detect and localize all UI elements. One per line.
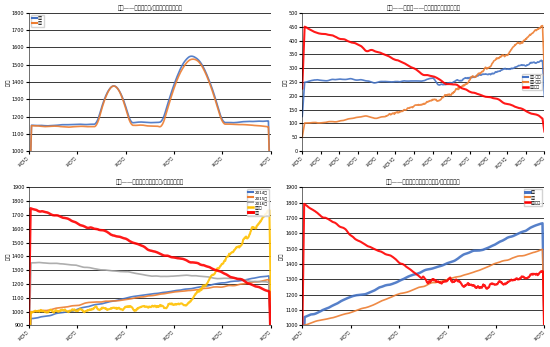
Legend: 当前-近月, 当前-远月, 历史均值: 当前-近月, 当前-远月, 历史均值 [522, 74, 542, 90]
Y-axis label: 元/吨: 元/吨 [6, 78, 10, 86]
Title: 连二——收盘价——近远月差趋势图（日线）: 连二——收盘价——近远月差趋势图（日线） [386, 6, 460, 11]
Y-axis label: 元/吨: 元/吨 [6, 253, 10, 260]
Title: 连二——收盘价（元/吨）趋势图（日线）: 连二——收盘价（元/吨）趋势图（日线） [117, 6, 182, 11]
Title: 连二——收盘价趋势对比（元/吨）（日线）: 连二——收盘价趋势对比（元/吨）（日线） [116, 180, 184, 186]
Y-axis label: 元/吨: 元/吨 [282, 78, 287, 86]
Title: 连二——收盘价持仓量趋势图（元/吨）（日线）: 连二——收盘价持仓量趋势图（元/吨）（日线） [386, 180, 461, 186]
Legend: 当前, 去年, 历史均值: 当前, 去年, 历史均值 [524, 189, 542, 206]
Legend: 2014年, 2015年, 2016年, 季节性, 当前: 2014年, 2015年, 2016年, 季节性, 当前 [247, 189, 269, 216]
Legend: 当前, 去年: 当前, 去年 [31, 15, 45, 27]
Y-axis label: 元/吨: 元/吨 [279, 253, 284, 260]
